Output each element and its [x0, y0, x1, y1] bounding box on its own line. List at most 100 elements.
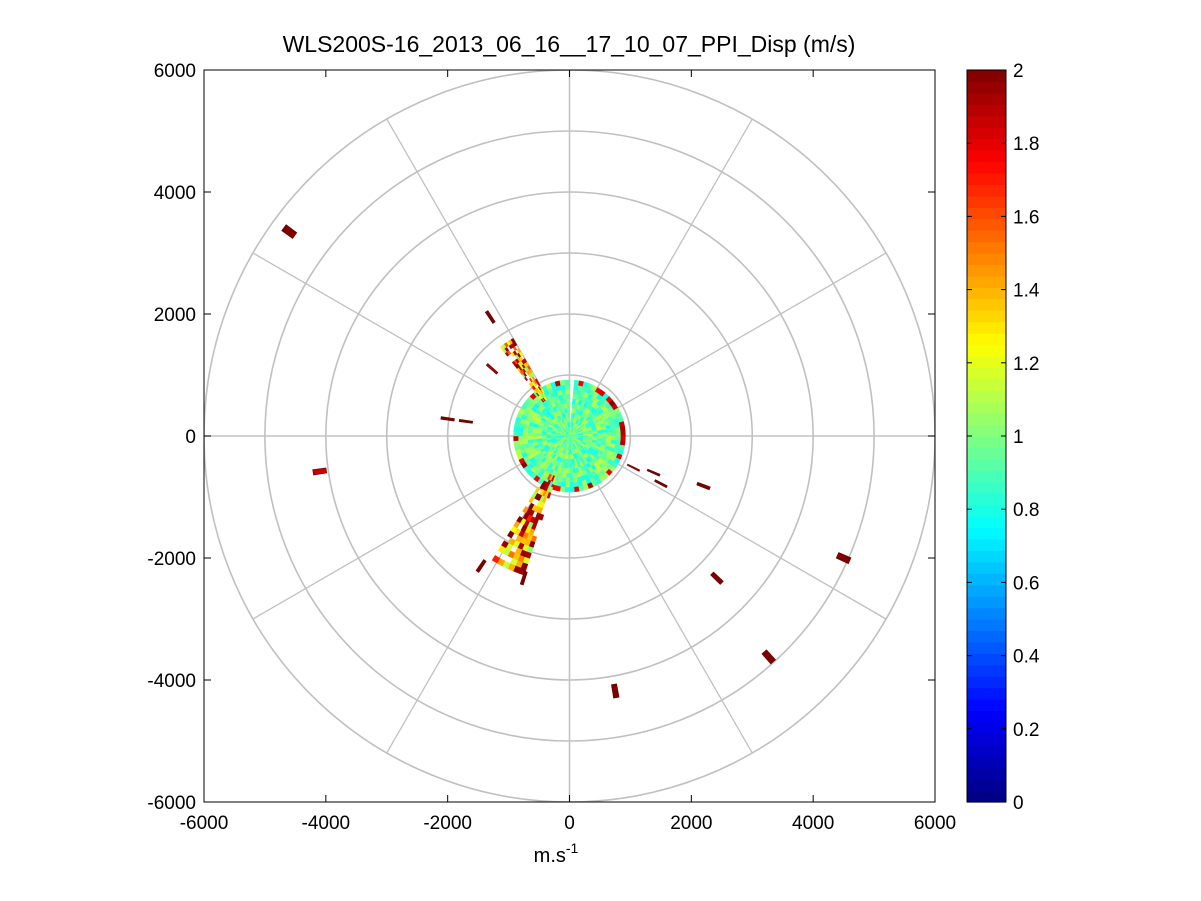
colorbar-swatch [967, 493, 1006, 506]
disk-cell [572, 477, 578, 483]
y-tick-label: -6000 [147, 793, 196, 814]
colorbar-swatch [967, 447, 1006, 460]
outlier-return-0 [281, 224, 298, 239]
x-axis: -6000 -4000 -2000 0 2000 4000 6000 [180, 70, 956, 834]
outlier-return-4 [458, 418, 474, 424]
disk-cell [606, 428, 612, 433]
colorbar-swatch [967, 104, 1006, 117]
outlier-return-11 [761, 649, 776, 665]
disk-cell [615, 435, 622, 441]
sector-cell-ssw-beam [491, 555, 501, 564]
x-tick-label: 2000 [670, 813, 712, 834]
disk-cell [569, 449, 572, 455]
colorbar-swatch [967, 550, 1006, 563]
colorbar-swatch [967, 790, 1006, 803]
disk-cell [527, 435, 533, 440]
colorbar-swatch [967, 424, 1006, 437]
y-tick-label: 0 [185, 427, 196, 448]
sector-cell-nw-beam [510, 338, 516, 344]
colorbar-swatch [967, 481, 1006, 494]
disk-cell [541, 435, 547, 439]
disk-cell [564, 384, 570, 390]
colorbar-swatch [967, 81, 1006, 94]
disk-cell [569, 454, 572, 460]
disk-cell [550, 435, 556, 438]
disk-cell [569, 473, 574, 479]
colorbar-swatch [967, 333, 1006, 346]
colorbar-swatch [967, 573, 1006, 586]
outlier-return-10 [835, 552, 852, 565]
colorbar-swatch [967, 676, 1006, 689]
disk-cell [560, 384, 566, 391]
y-tick-label: -4000 [147, 671, 196, 692]
outlier-return-14 [654, 479, 668, 489]
disk-cell [532, 438, 538, 443]
outlier-return-12 [611, 683, 620, 699]
colorbar-swatch [967, 710, 1006, 723]
outlier-return-7 [485, 363, 499, 375]
disk-cell [597, 432, 603, 437]
colorbar-swatch [967, 241, 1006, 254]
colorbar-tick-label: 1 [1013, 427, 1024, 448]
disk-cell [561, 389, 567, 395]
colorbar-swatch [967, 779, 1006, 792]
disk-cell [566, 407, 570, 413]
x-axis-label: m.s-1 [534, 840, 579, 867]
disk-cell [569, 477, 574, 484]
colorbar-swatch [967, 699, 1006, 712]
colorbar-swatch [967, 195, 1006, 208]
sector-cell-nw-beam [534, 378, 539, 384]
y-tick-label: 2000 [154, 305, 196, 326]
disk-cell [620, 435, 626, 442]
x-tick-label: 4000 [792, 813, 834, 834]
y-tick-label: 4000 [154, 183, 196, 204]
colorbar-swatch [967, 664, 1006, 677]
disk-cell [567, 417, 570, 423]
disk-cell [568, 421, 570, 427]
colorbar-swatch [967, 630, 1006, 643]
disk-cell [572, 472, 578, 479]
colorbar-swatch [967, 641, 1006, 654]
colorbar-tick-label: 0.2 [1013, 720, 1039, 741]
sector-cell-nw-beam [522, 358, 528, 364]
disk-cell [513, 435, 519, 442]
outlier-return-2 [312, 467, 328, 476]
sector-cell-ssw-beam [522, 506, 529, 514]
sector-cell-ssw-beam [528, 496, 535, 504]
colorbar-swatch [967, 744, 1006, 757]
colorbar-swatch [967, 92, 1006, 105]
colorbar-tick-label: 1.4 [1013, 281, 1040, 302]
outlier-return-8 [696, 481, 711, 491]
x-tick-label: 6000 [914, 813, 956, 834]
colorbar-swatch [967, 275, 1006, 288]
disk-cell [611, 431, 617, 437]
grid-spoke-60 [569, 252, 887, 437]
colorbar-swatch [967, 115, 1006, 128]
colorbar-swatch [967, 596, 1006, 609]
disk-cell [559, 379, 566, 386]
disk-cell [592, 433, 598, 437]
disk-cell [518, 439, 524, 446]
colorbar-swatch [967, 367, 1006, 380]
disk-cell [517, 435, 524, 441]
x-tick-label: 0 [564, 813, 575, 834]
x-axis-label-base: m.s [534, 845, 566, 867]
disk-cell [564, 482, 570, 488]
outlier-return-9 [710, 571, 724, 585]
colorbar-swatch [967, 619, 1006, 632]
sector-cell-ssw-beam [547, 473, 552, 481]
disk-cell [573, 486, 580, 493]
disk-cell [606, 435, 612, 440]
y-tick-label: 6000 [154, 61, 196, 82]
colorbar-swatch [967, 607, 1006, 620]
colorbar-swatch [967, 733, 1006, 746]
disk-cell [565, 473, 570, 479]
outlier-return-13 [646, 468, 661, 477]
colorbar-swatch [967, 264, 1006, 277]
colorbar-swatch [967, 436, 1006, 449]
disk-cell [620, 430, 626, 437]
disk-cell [601, 432, 608, 437]
x-tick-label: -6000 [180, 813, 229, 834]
grid-spoke-120 [569, 435, 887, 620]
